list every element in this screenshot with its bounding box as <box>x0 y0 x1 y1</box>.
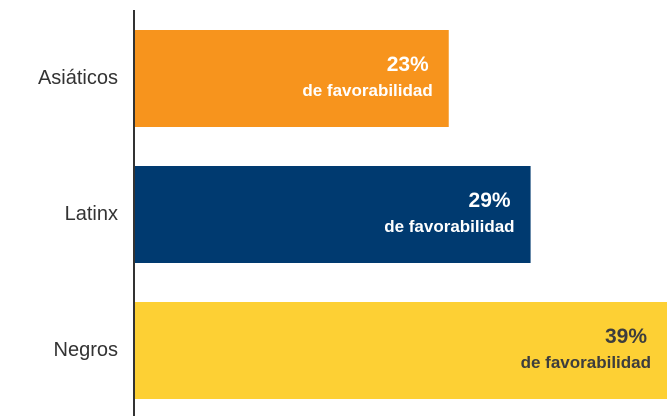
value-label: 29% <box>469 189 511 212</box>
value-annotation: de favorabilidad <box>521 353 651 372</box>
bar <box>135 302 667 399</box>
value-annotation: de favorabilidad <box>384 217 514 236</box>
category-label: Asiáticos <box>38 67 118 89</box>
value-label: 23% <box>387 53 429 76</box>
bar <box>135 30 449 127</box>
value-label: 39% <box>605 325 647 348</box>
category-label: Latinx <box>65 203 118 225</box>
category-label: Negros <box>54 339 118 361</box>
bar <box>135 166 531 263</box>
value-annotation: de favorabilidad <box>302 81 432 100</box>
